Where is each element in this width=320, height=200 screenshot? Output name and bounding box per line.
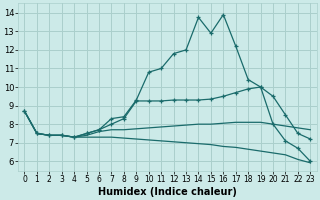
X-axis label: Humidex (Indice chaleur): Humidex (Indice chaleur) — [98, 187, 237, 197]
